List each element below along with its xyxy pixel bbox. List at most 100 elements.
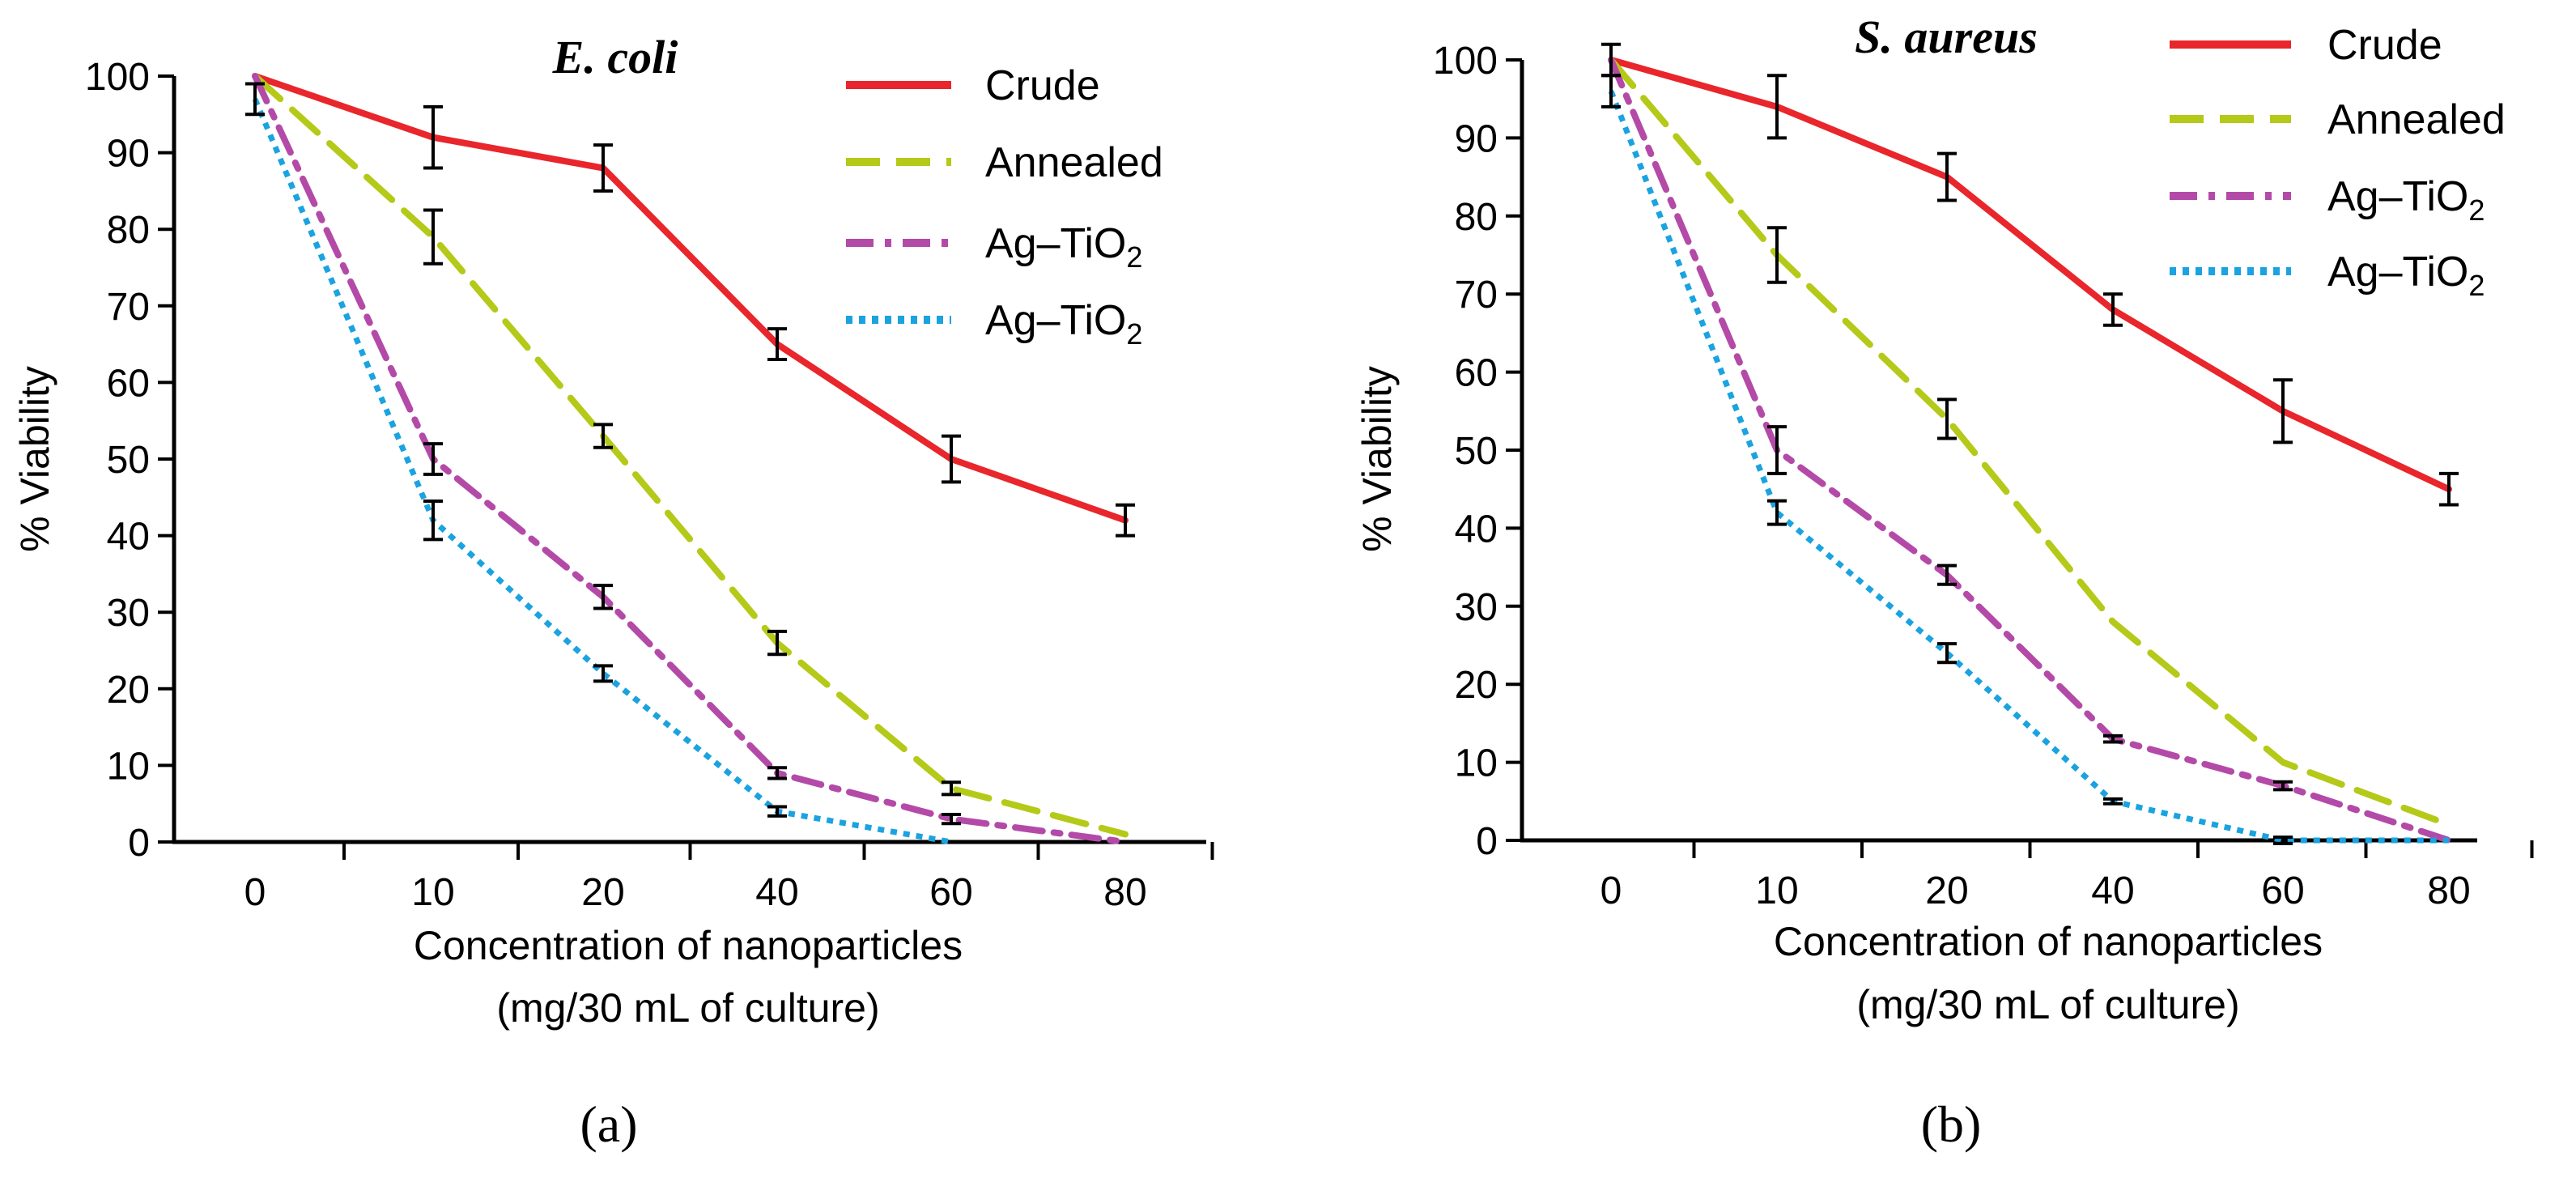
y-tick-label: 10 (1455, 742, 1498, 785)
error-bar (1937, 642, 1957, 665)
x-tick-label: 0 (1600, 869, 1622, 912)
series-line-annealed-1 (252, 73, 1129, 838)
chart-title: E. coli (552, 31, 678, 83)
error-bar (767, 629, 787, 657)
error-bar (245, 82, 265, 117)
legend-label: Annealed (985, 139, 1163, 186)
legend-label: Crude (2327, 22, 2442, 69)
y-tick-label: 70 (107, 286, 150, 329)
panel-label: (a) (580, 1095, 637, 1153)
y-axis-label: % Viability (12, 366, 57, 552)
error-bar (767, 805, 787, 818)
y-tick-label: 0 (128, 822, 150, 865)
y-tick-label: 70 (1455, 274, 1498, 317)
y-tick-label: 80 (107, 209, 150, 252)
series-line-crude-0 (1608, 57, 2452, 493)
error-bar (1767, 499, 1787, 526)
y-tick-label: 20 (107, 669, 150, 712)
legend-label: Ag–TiO2 (2327, 249, 2485, 302)
error-bar (1767, 226, 1787, 284)
x-tick-label: 60 (929, 871, 972, 914)
y-tick-label: 30 (107, 592, 150, 635)
series-line-agtio-2 (252, 73, 1129, 845)
error-bar (593, 664, 613, 683)
x-tick-label: 60 (2261, 869, 2304, 912)
x-tick-label: 0 (244, 871, 266, 914)
legend-label-subscript: 2 (1126, 240, 1142, 274)
error-bar (593, 423, 613, 449)
error-bar (2439, 471, 2459, 507)
x-tick-label: 20 (581, 871, 624, 914)
error-bar (1116, 503, 1135, 538)
legend-label: Ag–TiO2 (985, 297, 1142, 351)
error-bar (1767, 425, 1787, 475)
legend-label: Ag–TiO2 (985, 220, 1142, 274)
chart-panel-a: 0 10 20 30 40 50 60 70 80 90 100 0 10 20 40 60 80 E. coli… (12, 31, 1214, 1153)
error-bar (423, 442, 443, 476)
error-bar (2103, 733, 2123, 744)
error-bar (2103, 292, 2123, 327)
x-tick-label: 80 (1103, 871, 1146, 914)
series-line-annealed-1 (1608, 57, 2452, 828)
series-line-agtio-3 (252, 98, 952, 845)
y-tick-label: 100 (85, 56, 150, 99)
x-tick-label: 10 (411, 871, 454, 914)
x-tick-label: 40 (755, 871, 798, 914)
error-bar (2103, 797, 2123, 806)
error-bar (942, 434, 961, 484)
error-bar (423, 500, 443, 542)
y-tick-label: 50 (1455, 430, 1498, 473)
error-bar (2273, 378, 2293, 444)
y-tick-label: 80 (1455, 196, 1498, 239)
x-tick-label: 20 (1925, 869, 1968, 912)
y-tick-label: 50 (107, 439, 150, 482)
error-bar (2273, 780, 2293, 792)
chart-title: S. aureus (1855, 11, 2038, 63)
chart-panel-b: 0 10 20 30 40 50 60 70 80 90 100 0 10 20 40 60 80 S. aure… (1354, 11, 2534, 1153)
legend-label: Annealed (2327, 96, 2506, 143)
x-tick-label: 10 (1755, 869, 1798, 912)
error-bar (593, 584, 613, 610)
series-line-crude-0 (252, 73, 1129, 524)
x-axis-label: Concentration of nanoparticles (414, 923, 963, 968)
error-bar (1937, 151, 1957, 202)
y-tick-label: 20 (1455, 664, 1498, 707)
x-axis-label-line2: (mg/30 mL of culture) (1856, 982, 2239, 1027)
error-bar (1767, 74, 1787, 140)
error-bar (1601, 74, 1621, 108)
x-axis-label: Concentration of nanoparticles (1774, 919, 2323, 964)
y-tick-label: 60 (107, 362, 150, 405)
series-line-agtio-2 (1608, 57, 2452, 844)
x-axis-label-line2: (mg/30 mL of culture) (496, 985, 879, 1031)
legend-label: Crude (985, 62, 1100, 109)
y-tick-label: 10 (107, 745, 150, 788)
legend-label-subscript: 2 (2468, 269, 2485, 302)
y-tick-label: 40 (107, 516, 150, 559)
y-tick-label: 30 (1455, 586, 1498, 629)
error-bar (423, 208, 443, 266)
series-line-agtio-3 (1608, 90, 2449, 844)
error-bar (942, 812, 961, 826)
y-tick-label: 0 (1476, 820, 1498, 863)
legend-label: Ag–TiO2 (2327, 173, 2485, 227)
error-bar (593, 143, 613, 193)
panel-label: (b) (1921, 1095, 1982, 1153)
legend-label-subscript: 2 (1126, 317, 1142, 351)
y-axis-label: % Viability (1354, 366, 1400, 552)
y-tick-label: 100 (1433, 40, 1498, 83)
error-bar (1937, 563, 1957, 586)
legend-label-subscript: 2 (2468, 193, 2485, 227)
error-bar (2273, 835, 2293, 845)
x-tick-label: 40 (2091, 869, 2134, 912)
error-bar (767, 327, 787, 362)
error-bar (423, 104, 443, 170)
y-tick-label: 60 (1455, 352, 1498, 395)
x-tick-label: 80 (2427, 869, 2470, 912)
error-bar (942, 780, 961, 797)
y-tick-label: 90 (107, 133, 150, 176)
error-bar (767, 766, 787, 780)
error-bar (1937, 398, 1957, 440)
y-tick-label: 90 (1455, 117, 1498, 160)
y-tick-label: 40 (1455, 508, 1498, 551)
